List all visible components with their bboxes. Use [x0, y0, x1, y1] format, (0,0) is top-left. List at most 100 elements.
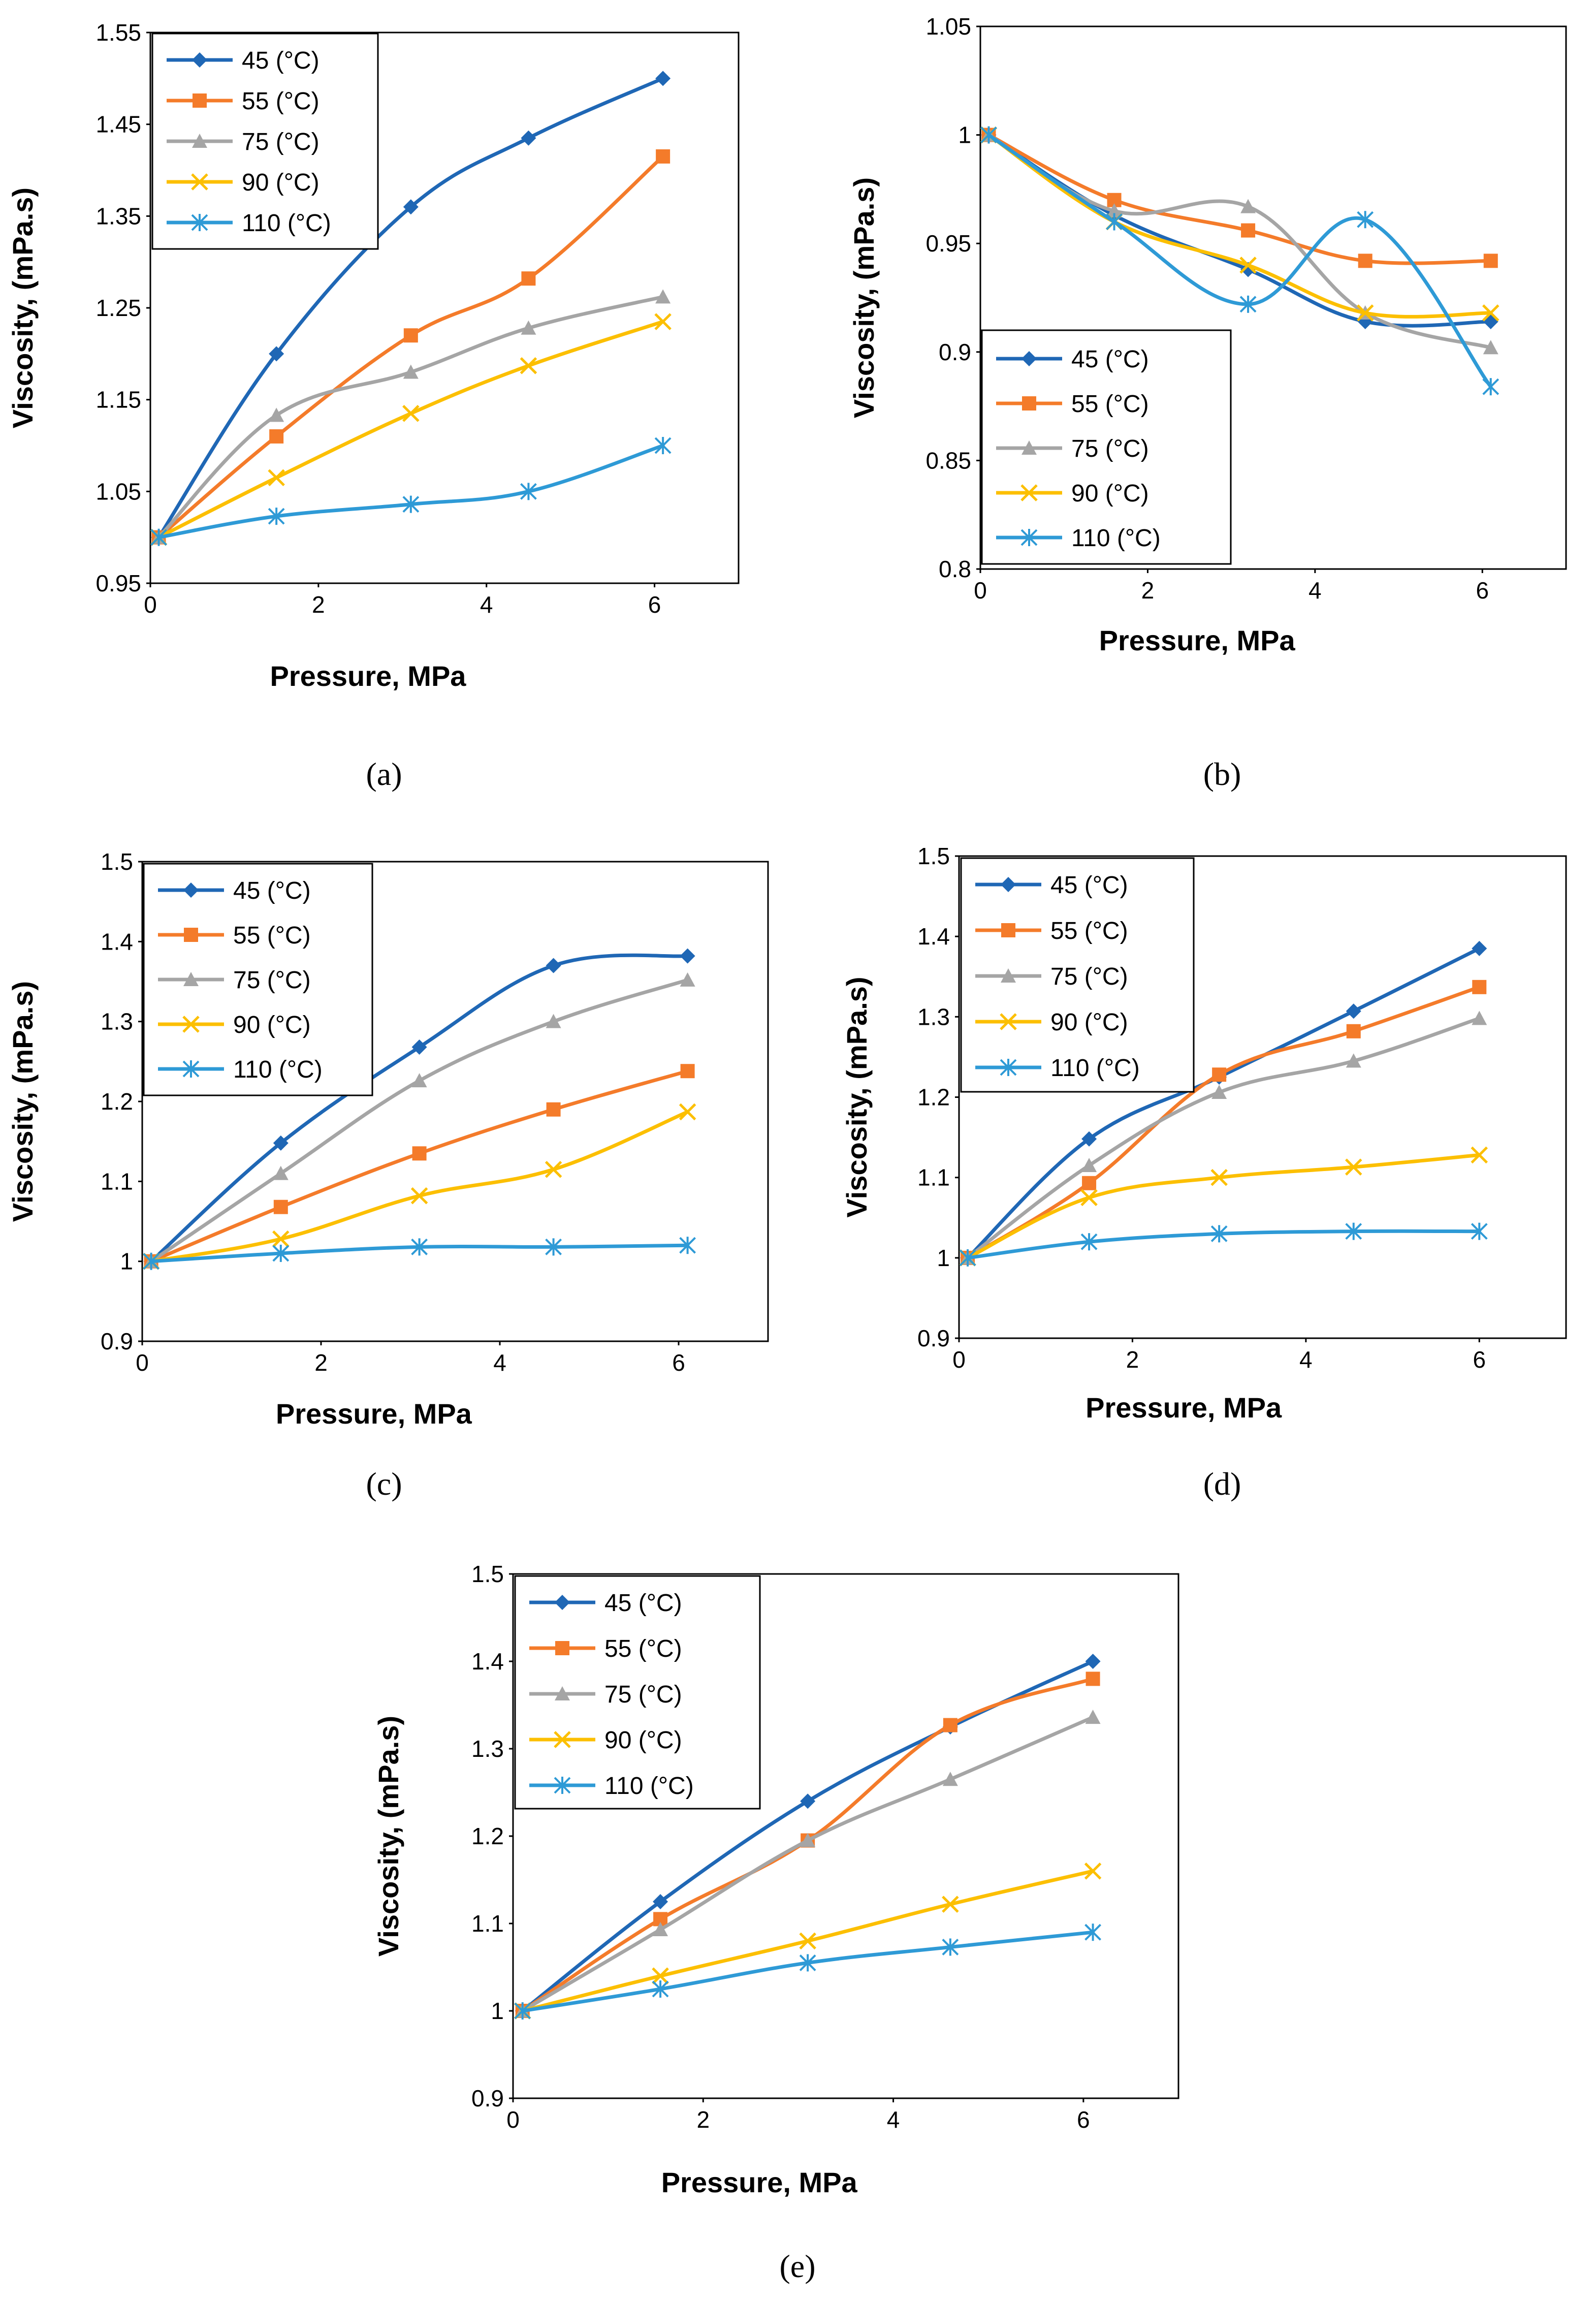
- legend-label: 75 (°C): [242, 129, 320, 155]
- data-point: [942, 1896, 959, 1913]
- panel-caption: (a): [366, 756, 402, 792]
- legend-label: 110 (°C): [604, 1773, 694, 1800]
- data-point: [273, 1135, 289, 1151]
- legend-label: 55 (°C): [1050, 918, 1128, 944]
- data-point: [1483, 340, 1498, 355]
- data-point: [942, 1938, 959, 1956]
- data-point: [1471, 1146, 1488, 1164]
- y-tick-label: 0.9: [939, 339, 971, 365]
- legend-item: 45 (°C): [975, 872, 1128, 899]
- data-point: [980, 126, 997, 144]
- y-tick-label: 0.9: [101, 1328, 133, 1354]
- data-point: [655, 71, 671, 86]
- y-tick-label: 1.5: [471, 1561, 504, 1587]
- legend-item: 110 (°C): [158, 1056, 323, 1083]
- data-point: [1472, 1011, 1487, 1025]
- y-tick-label: 1: [958, 122, 971, 148]
- series-4: [514, 1923, 1101, 2020]
- y-axis-title: Viscosity, (mPa.s): [7, 187, 39, 428]
- data-point: [1472, 940, 1487, 956]
- panel-caption: (e): [779, 2248, 815, 2284]
- series-3: [959, 1146, 1488, 1267]
- legend-item: 55 (°C): [996, 391, 1149, 418]
- y-tick-label: 1.4: [101, 928, 133, 955]
- data-point: [1081, 1157, 1097, 1172]
- data-point: [1210, 1225, 1228, 1243]
- x-axis-title: Pressure, MPa: [1086, 1392, 1282, 1424]
- data-point: [546, 1102, 561, 1117]
- legend-marker: [183, 882, 199, 898]
- legend-item: 45 (°C): [158, 877, 311, 904]
- legend-marker: [1022, 440, 1037, 455]
- y-tick-label: 0.9: [917, 1325, 950, 1351]
- data-point: [1483, 254, 1498, 268]
- legend-marker: [1000, 1059, 1017, 1076]
- y-tick-label: 1.45: [95, 111, 141, 138]
- data-point: [1106, 203, 1122, 218]
- data-point: [1084, 1863, 1102, 1880]
- x-tick-label: 6: [672, 1349, 685, 1376]
- data-point: [411, 1039, 427, 1055]
- data-point: [545, 1238, 562, 1256]
- legend-label: 55 (°C): [242, 88, 320, 115]
- y-axis-title: Viscosity, (mPa.s): [372, 1716, 404, 1957]
- data-point: [1346, 1024, 1361, 1038]
- x-tick-label: 2: [696, 2106, 710, 2133]
- y-tick-label: 1.05: [95, 478, 141, 504]
- data-point: [1211, 1085, 1227, 1099]
- x-tick-label: 0: [952, 1346, 966, 1373]
- legend-marker: [1020, 529, 1038, 546]
- x-tick-label: 4: [887, 2106, 900, 2133]
- data-point: [1240, 199, 1256, 213]
- legend-marker: [555, 1686, 570, 1700]
- legend-label: 110 (°C): [1071, 525, 1161, 552]
- data-point: [268, 469, 285, 487]
- data-point: [411, 1238, 428, 1256]
- data-point: [1080, 1189, 1098, 1206]
- x-axis-title: Pressure, MPa: [276, 1398, 472, 1430]
- series-line: [986, 133, 1493, 319]
- data-point: [679, 1237, 696, 1254]
- y-tick-label: 0.85: [925, 447, 971, 474]
- data-point: [679, 1103, 696, 1121]
- data-point: [410, 1187, 428, 1205]
- legend-marker: [193, 93, 207, 108]
- legend-label: 55 (°C): [604, 1635, 682, 1662]
- x-tick-label: 4: [1308, 577, 1322, 604]
- y-tick-label: 1.3: [917, 1003, 950, 1030]
- data-point: [1081, 1131, 1097, 1147]
- legend-marker: [192, 52, 207, 68]
- data-point: [1080, 1233, 1098, 1251]
- legend-label: 75 (°C): [233, 967, 311, 994]
- y-tick-label: 1.15: [95, 387, 141, 413]
- x-tick-label: 6: [1476, 577, 1489, 604]
- data-point: [942, 1772, 958, 1786]
- x-tick-label: 0: [506, 2106, 520, 2133]
- data-point: [1357, 211, 1374, 229]
- legend-marker: [554, 1777, 571, 1794]
- data-point: [654, 313, 672, 330]
- legend-marker: [182, 1060, 200, 1078]
- panel-d: 0.9 1 1.1 1.2 1.3 1.4 1.5 0 2 4 6 Pressure, MPa Visc…: [841, 843, 1567, 1502]
- y-tick-label: 1.2: [101, 1088, 133, 1115]
- y-tick-label: 1.1: [917, 1164, 950, 1191]
- data-point: [1482, 304, 1499, 322]
- y-tick-label: 1.55: [95, 19, 141, 46]
- legend-label: 90 (°C): [1050, 1009, 1128, 1036]
- data-point: [403, 364, 419, 379]
- data-point: [1241, 223, 1256, 238]
- data-point: [1472, 980, 1487, 994]
- data-point: [654, 437, 672, 454]
- legend-label: 90 (°C): [242, 169, 320, 196]
- legend-marker: [1001, 968, 1016, 983]
- legend-label: 75 (°C): [1071, 435, 1149, 462]
- legend: 45 (°C) 55 (°C) 75 (°C) 90 (°C) 110 (°C): [960, 857, 1195, 1093]
- legend-item: 90 (°C): [158, 1012, 311, 1038]
- data-point: [520, 357, 537, 374]
- y-tick-label: 1.3: [471, 1736, 504, 1762]
- legend-marker: [1000, 1013, 1017, 1030]
- legend-marker: [1001, 877, 1016, 892]
- series-line: [157, 76, 665, 540]
- series-4: [150, 437, 672, 546]
- legend-item: 45 (°C): [996, 346, 1149, 373]
